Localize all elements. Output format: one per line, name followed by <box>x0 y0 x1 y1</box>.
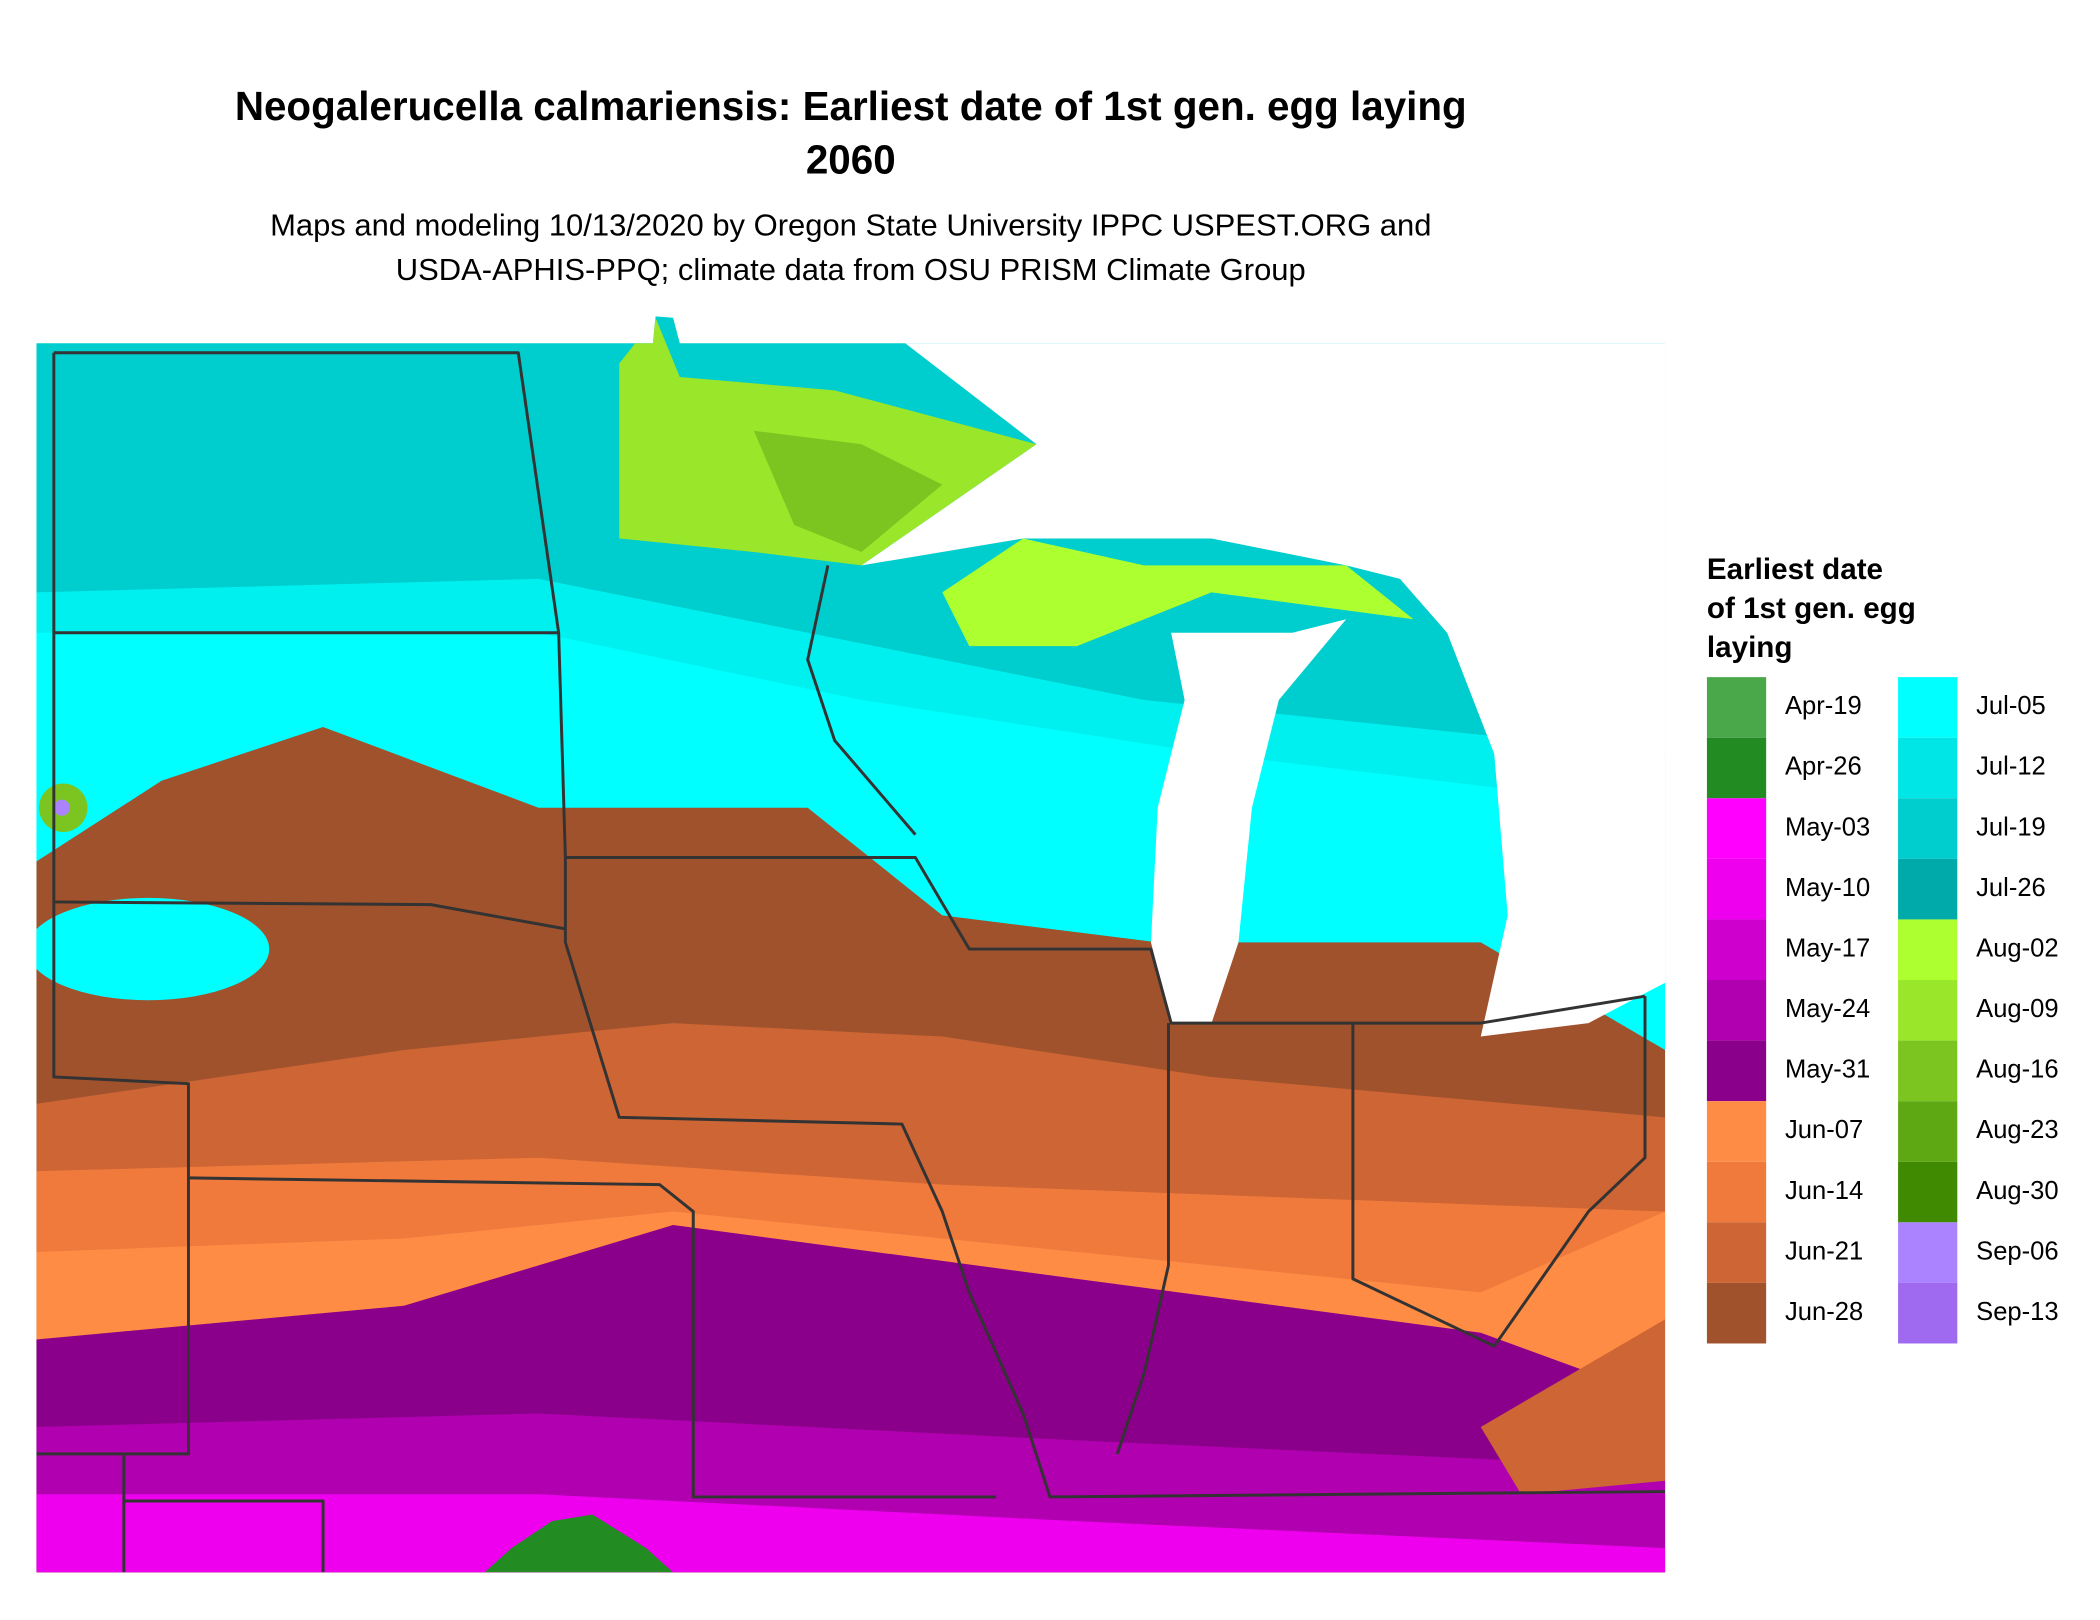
legend-swatch <box>1898 677 1958 738</box>
legend-swatch <box>1706 1282 1767 1344</box>
legend-label: Jun-07 <box>1785 1116 1863 1144</box>
legend-swatch <box>1706 980 1767 1041</box>
legend-label: Aug-16 <box>1976 1056 2058 1084</box>
legend-swatch <box>1898 1101 1958 1162</box>
legend-title: Earliest date <box>1707 553 1883 586</box>
subtitle: Maps and modeling 10/13/2020 by Oregon S… <box>270 208 1431 243</box>
legend-label: Jul-19 <box>1976 813 2046 841</box>
legend-swatch <box>1706 919 1767 981</box>
title: 2060 <box>806 137 896 183</box>
legend-swatch <box>1898 1040 1958 1102</box>
legend-swatch <box>1898 798 1958 859</box>
legend-swatch <box>1898 980 1958 1041</box>
legend-swatch <box>1706 1040 1767 1102</box>
legend-label: May-10 <box>1785 874 1870 902</box>
legend-title: laying <box>1707 631 1793 664</box>
legend-label: Jul-05 <box>1976 692 2046 720</box>
legend-swatch <box>1898 919 1958 981</box>
legend-label: Aug-09 <box>1976 995 2058 1023</box>
legend-swatch <box>1706 737 1767 799</box>
legend-label: May-31 <box>1785 1056 1870 1084</box>
legend-label: Jun-21 <box>1785 1237 1863 1265</box>
legend-label: May-24 <box>1785 995 1870 1023</box>
map <box>36 316 1666 1573</box>
legend-swatch <box>1706 1222 1767 1283</box>
legend-swatch <box>1706 1101 1767 1162</box>
legend-swatch <box>1706 1161 1767 1223</box>
legend-label: Jul-12 <box>1976 753 2046 781</box>
legend-label: May-17 <box>1785 934 1870 962</box>
legend-swatch <box>1898 1282 1958 1344</box>
legend-label: Sep-13 <box>1976 1298 2058 1326</box>
legend-label: Jun-28 <box>1785 1298 1863 1326</box>
legend-title: of 1st gen. egg <box>1707 592 1916 625</box>
legend-label: Aug-02 <box>1976 934 2058 962</box>
legend-label: Aug-30 <box>1976 1177 2058 1205</box>
legend-label: May-03 <box>1785 813 1870 841</box>
legend-swatch <box>1898 737 1958 799</box>
legend-label: Apr-19 <box>1785 692 1862 720</box>
legend-swatch <box>1898 1161 1958 1223</box>
legend-swatch <box>1706 677 1767 738</box>
legend-label: Jun-14 <box>1785 1177 1863 1205</box>
legend-label: Apr-26 <box>1785 753 1862 781</box>
legend-label: Jul-26 <box>1976 874 2046 902</box>
subtitle: USDA-APHIS-PPQ; climate data from OSU PR… <box>396 252 1306 287</box>
legend-swatch <box>1898 1222 1958 1283</box>
legend-label: Sep-06 <box>1976 1237 2058 1265</box>
legend-label: Aug-23 <box>1976 1116 2058 1144</box>
title: Neogalerucella calmariensis: Earliest da… <box>235 83 1467 129</box>
legend-swatch <box>1898 858 1958 920</box>
legend-swatch <box>1706 798 1767 859</box>
legend-swatch <box>1706 858 1767 920</box>
